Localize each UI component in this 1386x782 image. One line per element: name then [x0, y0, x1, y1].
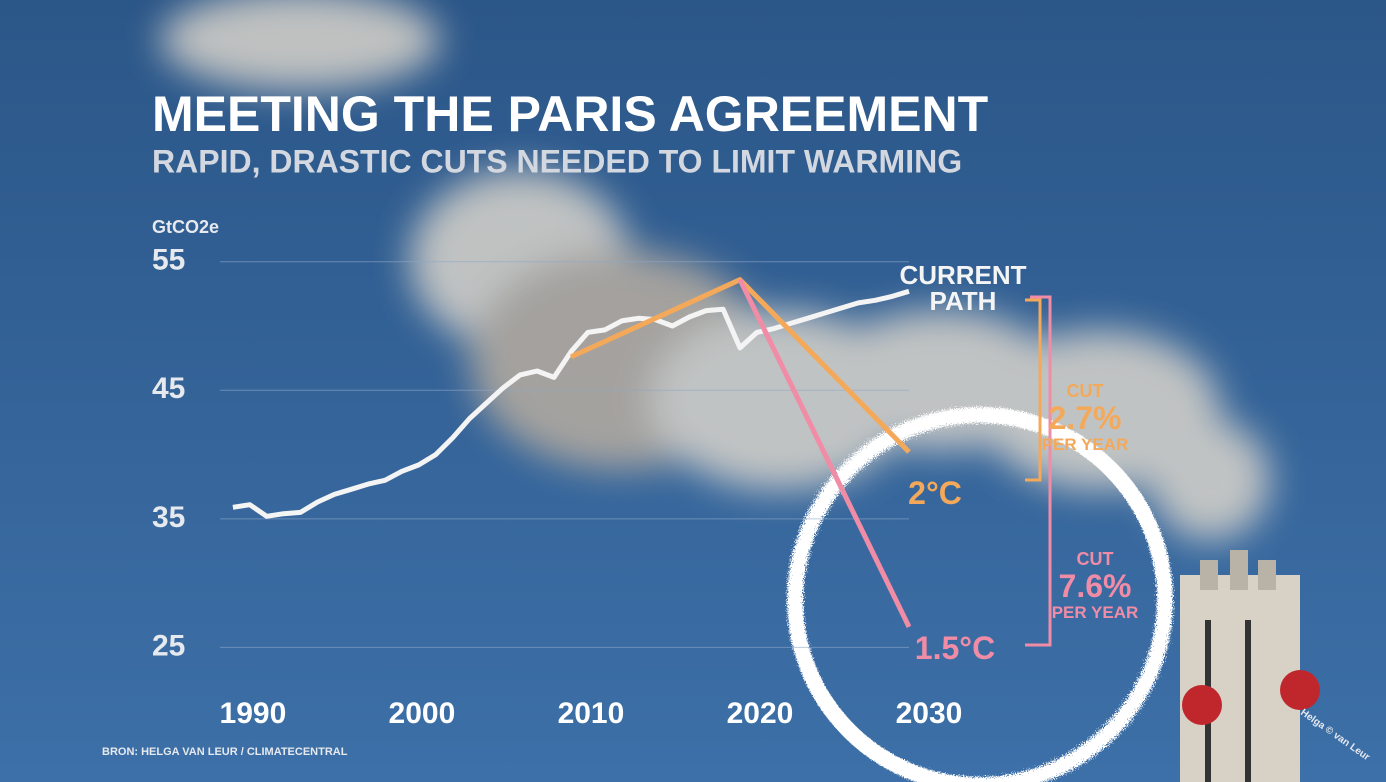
y-tick-label: 55 [152, 244, 185, 277]
y-axis-label: GtCO2e [152, 217, 219, 237]
x-tick-label: 1990 [220, 697, 287, 730]
x-tick-label: 2000 [389, 697, 456, 730]
source: BRON: HELGA VAN LEUR / CLIMATECENTRAL [102, 746, 348, 758]
y-tick-label: 35 [152, 501, 185, 534]
legend-label: CURRENT PATH [888, 262, 1038, 314]
annotation: PER YEAR [1040, 604, 1150, 621]
legend-label: 2°C [905, 477, 965, 509]
y-tick-label: 25 [152, 629, 185, 662]
annotation: CUT [1040, 550, 1150, 568]
chart: MEETING THE PARIS AGREEMENT RAPID, DRAST… [0, 0, 1386, 782]
annotation: CUT [1030, 382, 1140, 400]
x-tick-label: 2020 [727, 697, 794, 730]
legend-label: 1.5°C [910, 632, 1000, 664]
y-tick-label: 45 [152, 372, 185, 405]
chart-title: MEETING THE PARIS AGREEMENT [152, 86, 988, 142]
chart-subtitle: RAPID, DRASTIC CUTS NEEDED TO LIMIT WARM… [152, 143, 962, 179]
page: MEETING THE PARIS AGREEMENT RAPID, DRAST… [0, 0, 1386, 782]
x-tick-label: 2010 [558, 697, 625, 730]
annotation: 7.6% [1040, 570, 1150, 602]
annotation: 2.7% [1030, 402, 1140, 434]
x-tick-label: 2030 [896, 697, 963, 730]
annotation: PER YEAR [1030, 436, 1140, 453]
chimney [1180, 550, 1320, 782]
